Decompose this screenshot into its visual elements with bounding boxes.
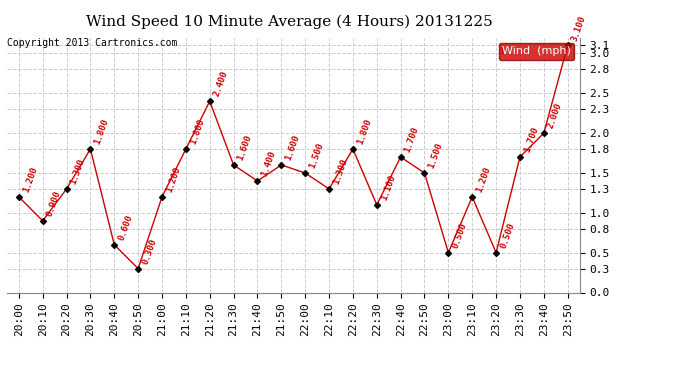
Text: 1.700: 1.700 — [403, 126, 421, 154]
Text: 0.900: 0.900 — [45, 189, 63, 217]
Text: 2.400: 2.400 — [212, 70, 230, 98]
Text: 0.500: 0.500 — [498, 221, 516, 249]
Text: 1.100: 1.100 — [380, 173, 397, 202]
Text: 1.800: 1.800 — [355, 117, 373, 146]
Text: 1.300: 1.300 — [69, 158, 86, 186]
Text: 1.300: 1.300 — [331, 158, 349, 186]
Text: Copyright 2013 Cartronics.com: Copyright 2013 Cartronics.com — [7, 38, 177, 48]
Legend: Wind  (mph): Wind (mph) — [498, 43, 574, 60]
Text: 0.300: 0.300 — [141, 237, 158, 266]
Text: 0.500: 0.500 — [451, 221, 469, 249]
Text: 1.600: 1.600 — [236, 134, 254, 162]
Text: 1.200: 1.200 — [164, 165, 182, 194]
Text: 1.500: 1.500 — [427, 141, 444, 170]
Text: 0.600: 0.600 — [117, 213, 135, 242]
Text: 1.400: 1.400 — [260, 149, 277, 178]
Text: 1.200: 1.200 — [21, 165, 39, 194]
Text: 1.200: 1.200 — [475, 165, 492, 194]
Text: 1.500: 1.500 — [308, 141, 325, 170]
Text: 1.600: 1.600 — [284, 134, 302, 162]
Text: 1.800: 1.800 — [92, 117, 110, 146]
Text: Wind Speed 10 Minute Average (4 Hours) 20131225: Wind Speed 10 Minute Average (4 Hours) 2… — [86, 15, 493, 29]
Text: 1.700: 1.700 — [522, 126, 540, 154]
Text: 3.100: 3.100 — [570, 14, 588, 42]
Text: 1.800: 1.800 — [188, 117, 206, 146]
Text: 2.000: 2.000 — [546, 102, 564, 130]
